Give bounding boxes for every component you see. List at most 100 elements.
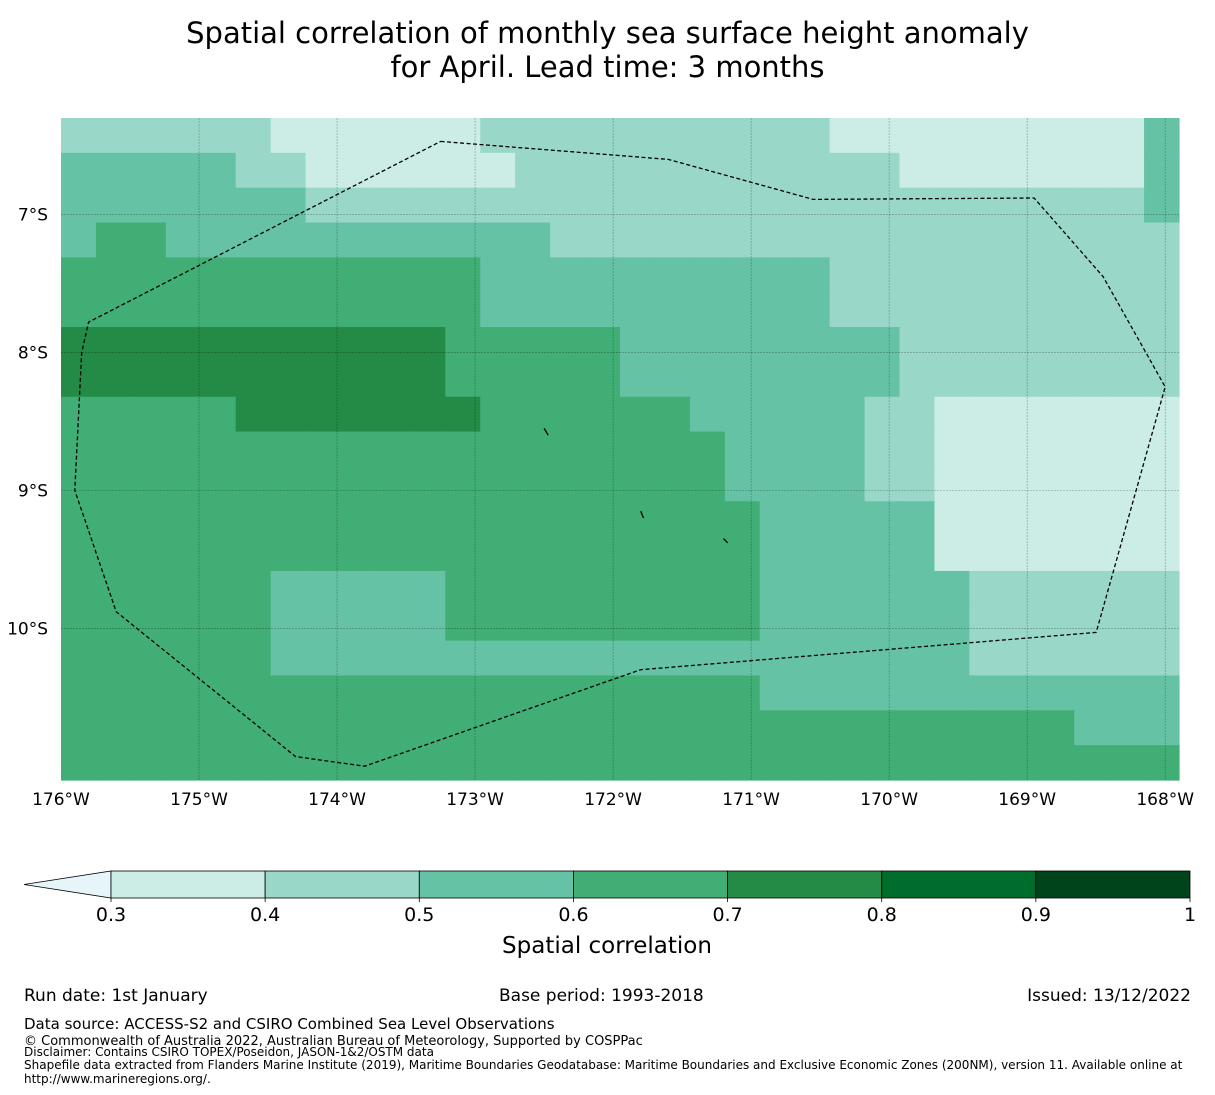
grid-cell <box>130 222 167 258</box>
grid-cell <box>1109 361 1145 398</box>
grid-cell <box>829 187 866 224</box>
grid-cell <box>864 187 901 224</box>
grid-cell <box>969 710 1005 746</box>
grid-cell <box>235 640 272 677</box>
grid-cell <box>445 745 481 781</box>
grid-cell <box>724 570 761 607</box>
grid-cell <box>61 292 97 328</box>
grid-cell <box>410 466 446 502</box>
grid-cell <box>1074 640 1110 677</box>
grid-cell <box>899 257 936 293</box>
grid-cell <box>829 640 866 677</box>
grid-cell <box>375 327 411 363</box>
grid-cell <box>375 431 411 468</box>
grid-cell <box>1039 431 1075 468</box>
grid-cell <box>375 605 411 642</box>
grid-cell <box>689 745 726 781</box>
grid-cell <box>899 361 936 398</box>
grid-cell <box>1039 501 1075 537</box>
grid-cell <box>585 396 621 433</box>
grid-cell <box>410 361 446 398</box>
disclaimer-note: Disclaimer: Contains CSIRO TOPEX/Poseido… <box>24 1045 434 1059</box>
island <box>543 427 549 436</box>
lat-tick-label: 8°S <box>18 343 48 363</box>
grid-cell <box>515 501 551 537</box>
grid-cell <box>759 327 796 363</box>
grid-cell <box>1039 396 1075 433</box>
grid-cell <box>480 605 516 642</box>
grid-cell <box>515 675 551 711</box>
grid-cell <box>200 605 237 642</box>
grid-cell <box>515 466 551 502</box>
grid-cell <box>550 257 586 293</box>
grid-cell <box>1144 431 1180 468</box>
grid-cell <box>61 222 97 258</box>
grid-cell <box>969 675 1005 711</box>
grid-cell <box>270 187 307 224</box>
grid-cell <box>61 396 97 433</box>
grid-cell <box>864 396 901 433</box>
grid-cell <box>515 431 551 468</box>
grid-cell <box>61 605 97 642</box>
grid-cell <box>1074 745 1110 781</box>
grid-cell <box>270 570 307 607</box>
grid-cell <box>550 292 586 328</box>
grid-cell <box>235 466 272 502</box>
grid-cell <box>340 745 377 781</box>
grid-cell <box>1144 536 1180 572</box>
grid-cell <box>445 257 481 293</box>
grid-cell <box>864 361 901 398</box>
grid-cell <box>375 187 411 224</box>
grid-cell <box>794 605 831 642</box>
grid-cell <box>95 118 132 154</box>
grid-cell <box>654 570 691 607</box>
grid-cell <box>899 466 936 502</box>
grid-cell <box>724 361 761 398</box>
grid-cell <box>1074 501 1110 537</box>
grid-cell <box>689 501 726 537</box>
grid-cell <box>724 745 761 781</box>
grid-cell <box>270 327 307 363</box>
grid-cell <box>130 257 167 293</box>
grid-cell <box>130 118 167 154</box>
shapefile-note-1: Shapefile data extracted from Flanders M… <box>24 1058 1183 1072</box>
grid-cell <box>410 570 446 607</box>
grid-cell <box>445 501 481 537</box>
grid-cell <box>200 675 237 711</box>
grid-cell <box>969 118 1005 154</box>
grid-cell <box>620 396 656 433</box>
grid-cell <box>969 570 1005 607</box>
grid-cell <box>340 361 377 398</box>
grid-cell <box>1074 431 1110 468</box>
lon-tick-label: 174°W <box>308 790 366 810</box>
grid-cell <box>61 187 97 224</box>
grid-cell <box>864 466 901 502</box>
grid-cell <box>1039 745 1075 781</box>
grid-cell <box>95 605 132 642</box>
grid-cell <box>689 327 726 363</box>
colorbar-segment <box>110 870 266 899</box>
grid-cell <box>270 605 307 642</box>
grid-cell <box>340 640 377 677</box>
colorbar-tick-label: 0.5 <box>404 904 434 926</box>
grid-cell <box>794 257 831 293</box>
grid-cell <box>1109 675 1145 711</box>
grid-cell <box>445 675 481 711</box>
eez-boundary <box>74 140 1166 767</box>
grid-cell <box>969 640 1005 677</box>
grid-cell <box>1004 327 1040 363</box>
grid-cell <box>445 396 481 433</box>
grid-cell <box>1109 327 1145 363</box>
grid-cell <box>1004 710 1040 746</box>
grid-cell <box>305 501 342 537</box>
grid-cell <box>235 257 272 293</box>
grid-cell <box>410 501 446 537</box>
grid-cell <box>1109 257 1145 293</box>
grid-cell <box>235 745 272 781</box>
grid-cell <box>759 745 796 781</box>
grid-cell <box>654 675 691 711</box>
grid-cell <box>165 292 202 328</box>
grid-cell <box>654 257 691 293</box>
grid-cell <box>585 640 621 677</box>
grid-cell <box>270 152 307 189</box>
